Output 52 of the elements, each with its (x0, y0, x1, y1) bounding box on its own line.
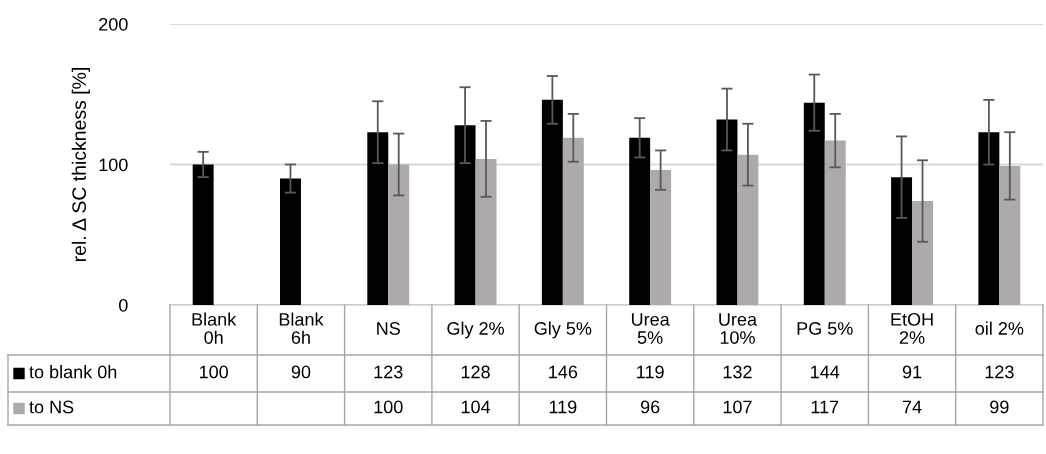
data-label: 119 (549, 400, 577, 414)
bar (824, 140, 846, 305)
bar (388, 164, 410, 305)
x-tick-label: Urea 10% (719, 313, 758, 344)
bar (891, 177, 913, 305)
bar (454, 125, 476, 305)
y-tick-label: 200 (99, 17, 128, 31)
data-label: 107 (723, 400, 752, 414)
data-label: 90 (291, 365, 311, 379)
data-label: 100 (199, 365, 229, 379)
y-tick-label: 100 (99, 158, 128, 172)
bar (280, 178, 301, 305)
bar (650, 170, 672, 305)
bar (629, 137, 651, 305)
bar (475, 158, 497, 305)
data-label: 117 (811, 400, 839, 414)
bar (737, 154, 759, 305)
data-label: 96 (640, 400, 660, 414)
bar (978, 132, 1000, 305)
y-axis-title: rel. Δ SC thickness [%] (71, 68, 90, 262)
data-label: 144 (811, 365, 840, 379)
x-tick-label: Urea 5% (631, 313, 670, 344)
bar (912, 201, 933, 305)
data-label: 74 (902, 400, 922, 414)
x-tick-label: Blank 0h (192, 312, 237, 344)
data-label: 128 (461, 365, 490, 379)
y-tick-label: 0 (119, 298, 128, 312)
legend-label: to NS (29, 400, 74, 414)
bar (192, 164, 214, 305)
legend-label: to blank 0h (29, 365, 117, 379)
data-label: 119 (637, 365, 664, 379)
data-label: 123 (374, 365, 403, 379)
bar (716, 119, 738, 305)
data-label: 123 (985, 365, 1014, 379)
data-label: 146 (549, 365, 578, 379)
bar (541, 99, 563, 305)
x-tick-label: Gly 2% (447, 321, 505, 339)
data-label: 99 (990, 400, 1009, 414)
bar (562, 137, 584, 305)
x-tick-label: Blank 6h (279, 312, 324, 344)
x-tick-label: NS (377, 322, 400, 335)
data-label: 100 (374, 400, 403, 414)
x-tick-label: PG 5% (797, 322, 853, 335)
data-label: 132 (723, 365, 752, 379)
x-tick-label: Gly 5% (534, 321, 592, 339)
data-label: 104 (461, 400, 491, 414)
data-label: 91 (902, 365, 922, 379)
x-tick-label: oil 2% (975, 321, 1024, 335)
bar (999, 165, 1021, 305)
bar (803, 102, 825, 305)
bar (367, 132, 389, 305)
x-tick-label: EtOH 2% (891, 312, 933, 344)
